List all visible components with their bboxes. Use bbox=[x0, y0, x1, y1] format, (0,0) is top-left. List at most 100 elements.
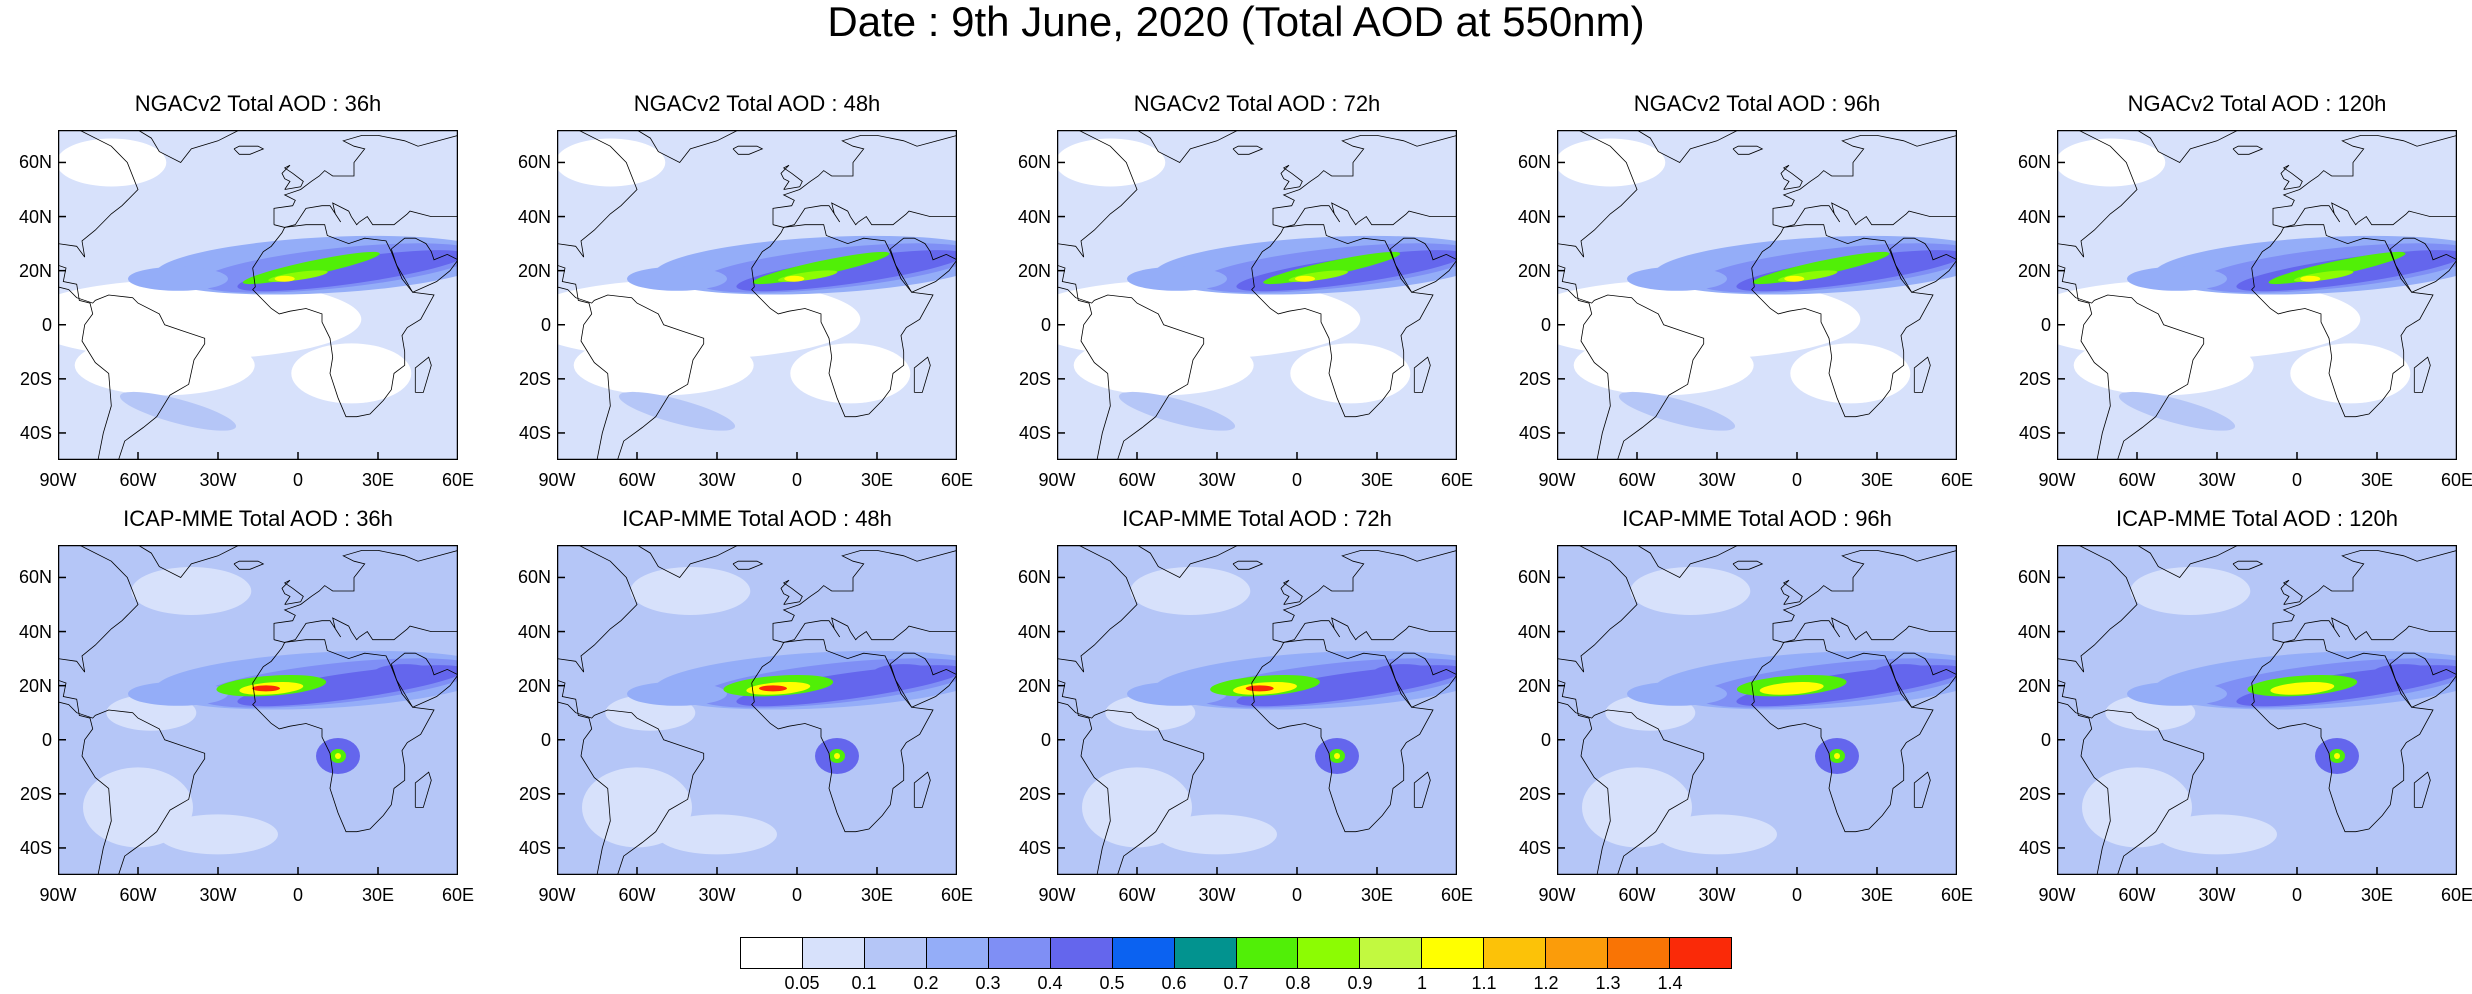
longitude-tick-label: 90W bbox=[39, 885, 77, 905]
latitude-tick-label: 0 bbox=[2040, 729, 2051, 750]
longitude-tick-label: 90W bbox=[1038, 470, 1076, 490]
latitude-tick-label: 40N bbox=[18, 206, 52, 227]
latitude-tick-label: 20S bbox=[1518, 368, 1551, 389]
colorbar-swatch bbox=[1546, 938, 1609, 968]
latitude-tick-label: 40S bbox=[2018, 837, 2051, 858]
longitude-tick-label: 60E bbox=[1940, 470, 1974, 490]
longitude-tick-label: 30E bbox=[1860, 470, 1894, 490]
latitude-tick-label: 40N bbox=[517, 621, 551, 642]
aod-map-panel bbox=[58, 130, 458, 460]
latitude-tick-label: 40S bbox=[1018, 422, 1051, 443]
latitude-tick-label: 20N bbox=[18, 260, 52, 281]
colorbar-swatch bbox=[1484, 938, 1547, 968]
longitude-tick-label: 60E bbox=[1940, 885, 1974, 905]
longitude-tick-label: 30W bbox=[1198, 885, 1236, 905]
longitude-tick-label: 90W bbox=[1038, 885, 1076, 905]
latitude-tick-label: 20S bbox=[1018, 368, 1051, 389]
latitude-tick-label: 60N bbox=[1017, 152, 1051, 173]
longitude-tick-label: 30E bbox=[1860, 885, 1894, 905]
latitude-tick-label: 40N bbox=[1517, 621, 1551, 642]
colorbar-label: 0.05 bbox=[784, 973, 820, 993]
panel-title: ICAP-MME Total AOD : 72h bbox=[1122, 506, 1392, 531]
longitude-tick-label: 30E bbox=[2360, 470, 2394, 490]
colorbar-label: 0.6 bbox=[1161, 973, 1187, 993]
latitude-tick-label: 20N bbox=[2017, 260, 2051, 281]
longitude-tick-label: 30W bbox=[2198, 885, 2236, 905]
longitude-tick-label: 30E bbox=[361, 470, 395, 490]
longitude-tick-label: 30W bbox=[199, 885, 237, 905]
longitude-tick-label: 0 bbox=[292, 885, 303, 905]
aod-map-panel bbox=[1557, 545, 1957, 875]
colorbar-swatch bbox=[1236, 938, 1299, 968]
colorbar-swatch bbox=[1608, 938, 1671, 968]
longitude-tick-label: 90W bbox=[39, 470, 77, 490]
latitude-tick-label: 20N bbox=[1517, 260, 1551, 281]
longitude-tick-label: 90W bbox=[2038, 885, 2076, 905]
latitude-tick-label: 40N bbox=[517, 206, 551, 227]
longitude-tick-label: 60E bbox=[1440, 885, 1474, 905]
colorbar-label: 1 bbox=[1416, 973, 1427, 993]
colorbar-label: 0.1 bbox=[851, 973, 877, 993]
aod-map-panel bbox=[58, 545, 458, 875]
colorbar-label: 0.2 bbox=[913, 973, 939, 993]
latitude-tick-label: 40S bbox=[19, 837, 52, 858]
latitude-tick-label: 20S bbox=[19, 783, 52, 804]
longitude-tick-label: 30W bbox=[698, 470, 736, 490]
latitude-tick-label: 20S bbox=[518, 368, 551, 389]
longitude-tick-label: 60W bbox=[1618, 470, 1656, 490]
aod-map-panel bbox=[1557, 130, 1957, 460]
colorbar-label: 1.2 bbox=[1533, 973, 1559, 993]
latitude-tick-label: 20S bbox=[2018, 368, 2051, 389]
colorbar-swatch bbox=[926, 938, 989, 968]
latitude-tick-label: 60N bbox=[517, 567, 551, 588]
longitude-tick-label: 30W bbox=[1198, 470, 1236, 490]
longitude-tick-label: 60E bbox=[1440, 470, 1474, 490]
latitude-tick-label: 60N bbox=[1517, 152, 1551, 173]
latitude-tick-label: 60N bbox=[2017, 152, 2051, 173]
latitude-tick-label: 60N bbox=[18, 567, 52, 588]
colorbar-swatch bbox=[988, 938, 1051, 968]
longitude-tick-label: 60E bbox=[2440, 885, 2472, 905]
latitude-tick-label: 20S bbox=[1518, 783, 1551, 804]
panel-title: NGACv2 Total AOD : 48h bbox=[633, 91, 881, 116]
latitude-tick-label: 40S bbox=[1518, 837, 1551, 858]
latitude-tick-label: 40S bbox=[19, 422, 52, 443]
figure-title: Date : 9th June, 2020 (Total AOD at 550n… bbox=[827, 0, 1645, 45]
longitude-tick-label: 30E bbox=[2360, 885, 2394, 905]
colorbar-label: 1.3 bbox=[1595, 973, 1621, 993]
panel-title: ICAP-MME Total AOD : 36h bbox=[123, 506, 393, 531]
latitude-tick-label: 40N bbox=[1017, 206, 1051, 227]
colorbar-label: 0.9 bbox=[1347, 973, 1373, 993]
latitude-tick-label: 20S bbox=[1018, 783, 1051, 804]
colorbar-swatch bbox=[1422, 938, 1485, 968]
longitude-tick-label: 60E bbox=[441, 470, 475, 490]
latitude-tick-label: 40N bbox=[18, 621, 52, 642]
aod-map-panel bbox=[2057, 130, 2457, 460]
colorbar-label: 0.7 bbox=[1223, 973, 1249, 993]
colorbar-swatch bbox=[864, 938, 927, 968]
colorbar-label: 0.5 bbox=[1099, 973, 1125, 993]
panel-title: NGACv2 Total AOD : 120h bbox=[2127, 91, 2387, 116]
longitude-tick-label: 0 bbox=[1291, 885, 1302, 905]
latitude-tick-label: 20S bbox=[2018, 783, 2051, 804]
colorbar-swatch bbox=[1174, 938, 1237, 968]
latitude-tick-label: 40S bbox=[1018, 837, 1051, 858]
latitude-tick-label: 20S bbox=[518, 783, 551, 804]
longitude-tick-label: 0 bbox=[1791, 470, 1802, 490]
colorbar-swatch bbox=[1112, 938, 1175, 968]
colorbar-label: 0.3 bbox=[975, 973, 1001, 993]
latitude-tick-label: 20N bbox=[1517, 675, 1551, 696]
latitude-tick-label: 0 bbox=[1540, 314, 1551, 335]
latitude-tick-label: 0 bbox=[540, 729, 551, 750]
aod-map-panel bbox=[1057, 130, 1457, 460]
longitude-tick-label: 0 bbox=[2291, 470, 2302, 490]
longitude-tick-label: 90W bbox=[1538, 885, 1576, 905]
longitude-tick-label: 60W bbox=[618, 885, 656, 905]
longitude-tick-label: 60W bbox=[1118, 885, 1156, 905]
longitude-tick-label: 60W bbox=[1118, 470, 1156, 490]
longitude-tick-label: 0 bbox=[292, 470, 303, 490]
latitude-tick-label: 40S bbox=[518, 422, 551, 443]
latitude-tick-label: 40N bbox=[1517, 206, 1551, 227]
longitude-tick-label: 30E bbox=[361, 885, 395, 905]
longitude-tick-label: 60W bbox=[618, 470, 656, 490]
